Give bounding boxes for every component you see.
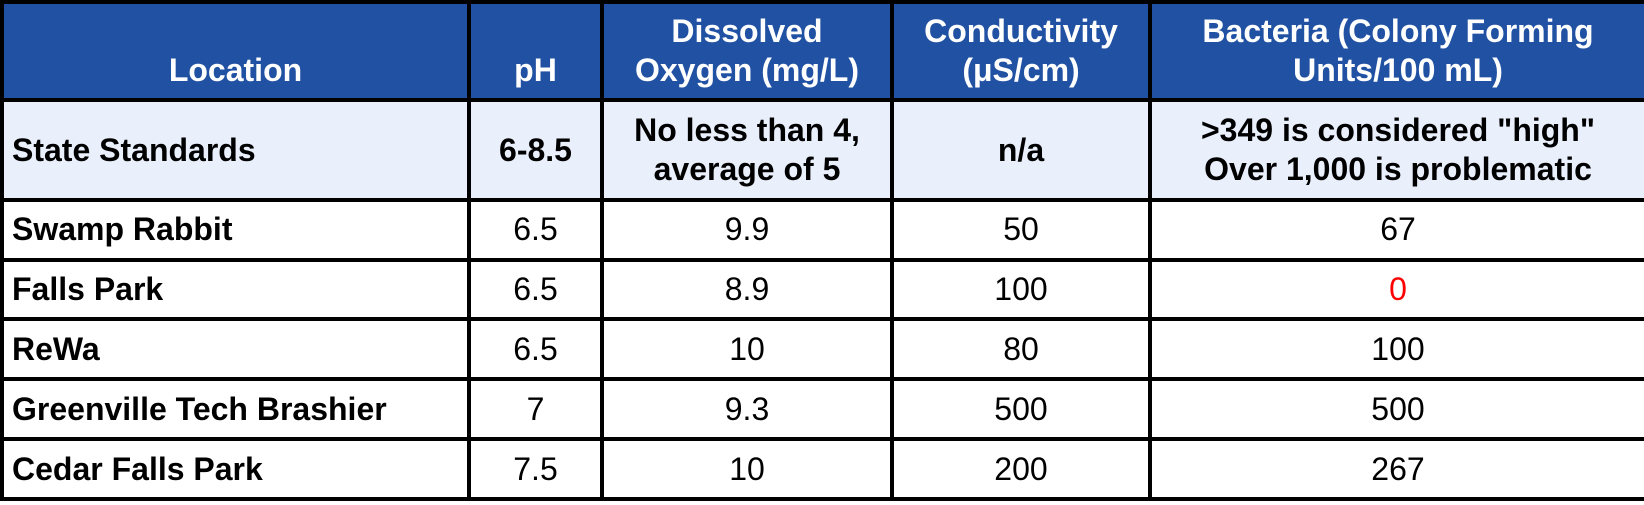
cell-bacteria-alert: 0 [1148, 257, 1644, 322]
cell-ph: 6.5 [467, 317, 604, 382]
table-row-rewa: ReWa 6.5 10 80 100 [0, 317, 1644, 382]
cell-ph: 7 [467, 377, 604, 442]
standards-ph-cell: 6-8.5 [467, 98, 604, 202]
standards-dissolved-oxygen-cell: No less than 4, average of 5 [600, 98, 894, 202]
standards-location-cell: State Standards [0, 98, 471, 202]
table-row-falls-park: Falls Park 6.5 8.9 100 0 [0, 257, 1644, 322]
col-header-bacteria-line1: Bacteria (Colony Forming [1202, 13, 1594, 50]
col-header-dissolved-oxygen: Dissolved Oxygen (mg/L) [600, 0, 894, 103]
cell-conductivity: 50 [890, 197, 1152, 262]
cell-dissolved-oxygen: 9.9 [600, 197, 894, 262]
header-row: Location pH Dissolved Oxygen (mg/L) Cond… [0, 0, 1644, 103]
cell-conductivity: 500 [890, 377, 1152, 442]
table-row-swamp-rabbit: Swamp Rabbit 6.5 9.9 50 67 [0, 197, 1644, 262]
cell-location: Falls Park [0, 257, 471, 322]
cell-bacteria: 500 [1148, 377, 1644, 442]
cell-conductivity: 200 [890, 437, 1152, 501]
cell-bacteria: 67 [1148, 197, 1644, 262]
cell-dissolved-oxygen: 10 [600, 317, 894, 382]
standards-conductivity-cell: n/a [890, 98, 1152, 202]
cell-dissolved-oxygen: 9.3 [600, 377, 894, 442]
col-header-bacteria: Bacteria (Colony Forming Units/100 mL) [1148, 0, 1644, 103]
standards-do-line1: No less than 4, [634, 112, 860, 149]
col-header-conductivity: Conductivity (μS/cm) [890, 0, 1152, 103]
col-header-ph-label: pH [514, 52, 557, 89]
table-row-greenville-tech-brashier: Greenville Tech Brashier 7 9.3 500 500 [0, 377, 1644, 442]
standards-do-line2: average of 5 [653, 151, 841, 188]
table-row-cedar-falls-park: Cedar Falls Park 7.5 10 200 267 [0, 437, 1644, 501]
col-header-location: Location [0, 0, 471, 103]
cell-bacteria: 100 [1148, 317, 1644, 382]
col-header-location-label: Location [168, 52, 303, 89]
standards-bacteria-line1: >349 is considered "high" [1200, 112, 1596, 149]
cell-conductivity: 80 [890, 317, 1152, 382]
cell-conductivity: 100 [890, 257, 1152, 322]
col-header-cond-line1: Conductivity [924, 13, 1118, 50]
cell-location: Swamp Rabbit [0, 197, 471, 262]
cell-dissolved-oxygen: 8.9 [600, 257, 894, 322]
col-header-do-line2: Oxygen (mg/L) [634, 52, 859, 89]
col-header-do-line1: Dissolved [671, 13, 823, 50]
standards-bacteria-line2: Over 1,000 is problematic [1204, 151, 1592, 188]
standards-bacteria-cell: >349 is considered "high" Over 1,000 is … [1148, 98, 1644, 202]
col-header-ph: pH [467, 0, 604, 103]
cell-dissolved-oxygen: 10 [600, 437, 894, 501]
cell-ph: 6.5 [467, 257, 604, 322]
col-header-cond-line2: (μS/cm) [962, 52, 1080, 89]
col-header-bacteria-line2: Units/100 mL) [1293, 52, 1503, 89]
cell-ph: 7.5 [467, 437, 604, 501]
cell-bacteria: 267 [1148, 437, 1644, 501]
cell-location: ReWa [0, 317, 471, 382]
cell-location: Greenville Tech Brashier [0, 377, 471, 442]
state-standards-row: State Standards 6-8.5 No less than 4, av… [0, 98, 1644, 202]
cell-location: Cedar Falls Park [0, 437, 471, 501]
cell-ph: 6.5 [467, 197, 604, 262]
